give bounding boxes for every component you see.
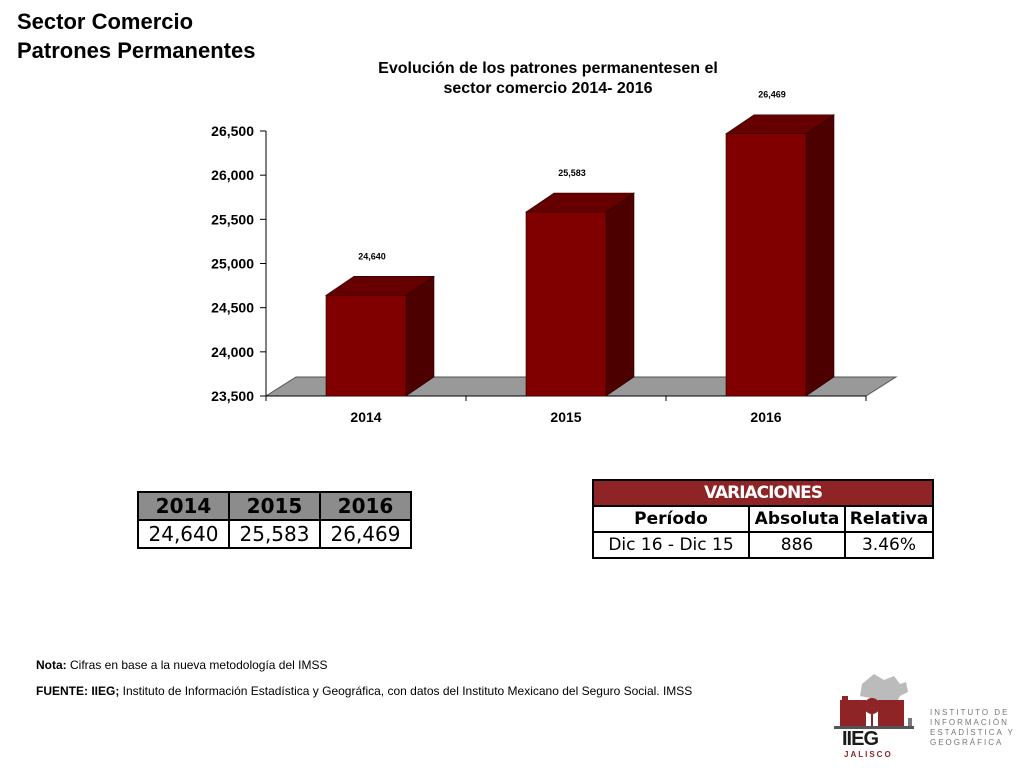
bar [525, 211, 607, 397]
years-header-cell: 2015 [228, 491, 321, 521]
logo-line: ESTADÍSTICA Y [930, 728, 1015, 737]
x-tick-label: 2015 [550, 409, 581, 425]
bar-side [405, 275, 435, 397]
y-tick-label: 24,000 [211, 344, 254, 360]
bar-group: 24,640 25,583 26,469 [325, 90, 835, 397]
variations-header-cell: Relativa [844, 505, 934, 533]
data-label: 24,640 [358, 251, 386, 261]
x-tick-label: 2016 [750, 409, 781, 425]
years-table: 2014 2015 2016 24,640 25,583 26,469 [137, 491, 412, 549]
x-tick-group: 2014 2015 2016 [265, 396, 867, 425]
data-label: 26,469 [758, 90, 786, 100]
bar-side [605, 192, 635, 397]
logo-state: JALISCO [844, 750, 893, 759]
note-body: Cifras en base a la nueva metodología de… [66, 658, 328, 672]
years-value-cell: 25,583 [228, 519, 321, 549]
chart-title-line-1: Evolución de los patrones permanentesen … [378, 60, 718, 77]
title-line-1: Sector Comercio [17, 9, 194, 34]
bar [325, 294, 407, 397]
variations-relative-cell: 3.46% [844, 531, 934, 559]
y-tick-label: 24,500 [211, 300, 254, 316]
years-header-cell: 2014 [137, 491, 230, 521]
logo-emblem-icon [834, 674, 914, 729]
page-title: Sector Comercio Patrones Permanentes [17, 7, 255, 65]
variations-period-cell: Dic 16 - Dic 15 [592, 531, 750, 559]
bar-side [805, 114, 835, 397]
data-label: 25,583 [558, 168, 586, 178]
variations-title-row: VARIACIONES [592, 479, 934, 507]
variations-data-row: Dic 16 - Dic 15 886 3.46% [592, 531, 934, 559]
iieg-logo: IIEG JALISCO INSTITUTO DE INFORMACIÓN ES… [834, 670, 1014, 762]
y-tick-group: 23,500 24,000 24,500 25,000 25,500 26,000 26,5… [211, 123, 266, 404]
source-text: FUENTE: IIEG; Instituto de Información E… [36, 684, 692, 698]
source-body: Instituto de Información Estadística y G… [119, 684, 693, 698]
source-label: FUENTE: IIEG; [36, 684, 120, 698]
years-value-cell: 24,640 [137, 519, 230, 549]
years-value-row: 24,640 25,583 26,469 [137, 519, 412, 549]
y-tick-label: 26,500 [211, 123, 254, 139]
y-tick-label: 26,000 [211, 167, 254, 183]
bar [725, 133, 807, 397]
logo-line: INFORMACIÓN [930, 718, 1009, 727]
variations-header-cell: Período [592, 505, 750, 533]
logo-line: GEOGRÁFICA [930, 738, 1004, 747]
years-value-cell: 26,469 [319, 519, 412, 549]
title-line-2: Patrones Permanentes [17, 38, 256, 63]
variations-header-row: Período Absoluta Relativa [592, 505, 934, 533]
x-tick-label: 2014 [350, 409, 381, 425]
logo-line: INSTITUTO DE [930, 708, 1010, 717]
bar-chart: Evolución de los patrones permanentesen … [211, 60, 898, 425]
note-label: Nota: [36, 658, 67, 672]
chart-title-line-2: sector comercio 2014- 2016 [443, 80, 652, 97]
years-header-cell: 2016 [319, 491, 412, 521]
variations-header-cell: Absoluta [748, 505, 846, 533]
variations-title: VARIACIONES [592, 479, 934, 507]
y-tick-label: 23,500 [211, 388, 254, 404]
years-header-row: 2014 2015 2016 [137, 491, 412, 521]
variations-absolute-cell: 886 [748, 531, 846, 559]
y-tick-label: 25,500 [211, 211, 254, 227]
y-tick-label: 25,000 [211, 256, 254, 272]
logo-acronym: IIEG [842, 728, 879, 750]
variations-table: VARIACIONES Período Absoluta Relativa Di… [592, 479, 934, 559]
note-text: Nota: Cifras en base a la nueva metodolo… [36, 658, 328, 672]
logo-institute-name: INSTITUTO DE INFORMACIÓN ESTADÍSTICA Y G… [930, 708, 1016, 748]
